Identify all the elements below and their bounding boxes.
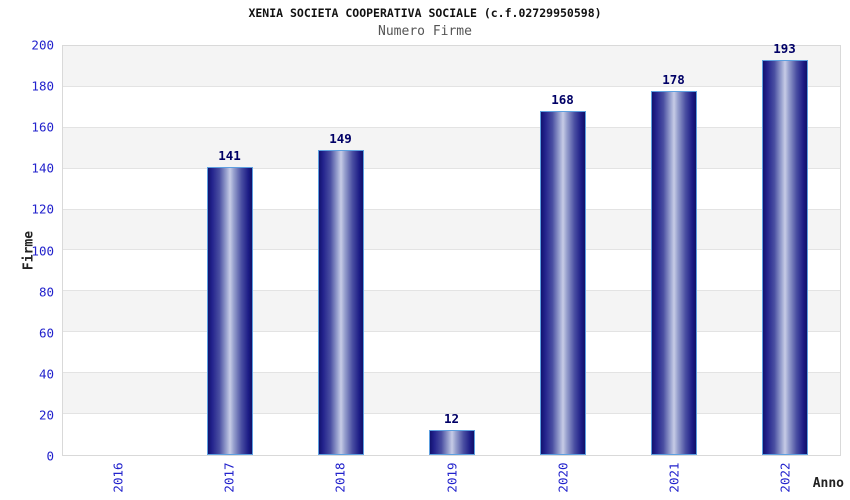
bar-value-label: 141 — [218, 147, 241, 163]
y-axis: 200 180 160 140 120 100 80 60 40 20 0 — [0, 38, 62, 464]
y-tick-label: 80 — [38, 284, 54, 300]
x-tick-label-2017: 2017 — [221, 462, 237, 493]
bar-value-label: 193 — [773, 41, 796, 57]
bar-value-label: 149 — [329, 131, 352, 147]
bar-value-label: 168 — [551, 92, 574, 108]
y-tick-label: 140 — [31, 160, 54, 176]
bar-2017[interactable] — [206, 166, 253, 455]
x-tick-label-2019: 2019 — [444, 462, 459, 493]
x-tick-label-2021: 2021 — [666, 462, 682, 493]
x-tick-label-2016: 2016 — [110, 462, 126, 493]
grid-band — [63, 127, 840, 169]
y-tick-label: 40 — [38, 366, 54, 382]
x-tick-label-2018: 2018 — [332, 462, 348, 493]
x-tick-label-2022: 2022 — [777, 462, 793, 493]
bar-2022[interactable] — [761, 60, 808, 455]
grid-band — [63, 168, 840, 210]
grid-band — [63, 373, 840, 415]
bar-2019[interactable] — [428, 430, 475, 455]
grid-band — [63, 86, 840, 128]
bar-2018[interactable] — [317, 150, 364, 455]
grid-band — [63, 209, 840, 251]
y-tick-label: 0 — [46, 448, 54, 464]
y-tick-label: 60 — [38, 325, 54, 341]
y-tick-label: 180 — [31, 78, 54, 94]
chart-subtitle: Numero Firme — [378, 24, 472, 39]
y-tick-label: 160 — [31, 119, 54, 135]
y-axis-title: Firme — [21, 230, 37, 271]
bar-value-label: 178 — [662, 72, 685, 87]
grid-band — [63, 250, 840, 292]
bar-2020[interactable] — [539, 111, 586, 455]
grid-band — [63, 332, 840, 374]
bar-2021[interactable] — [650, 91, 697, 455]
y-tick-label: 120 — [31, 201, 54, 217]
bar-value-label: 12 — [443, 411, 460, 427]
y-tick-label: 20 — [38, 407, 54, 423]
y-tick-label: 100 — [31, 243, 54, 258]
grid-band — [63, 46, 840, 87]
grid-band — [63, 291, 840, 333]
x-tick-label-2020: 2020 — [555, 462, 571, 493]
plot-area: 141 149 12 168 178 193 — [62, 41, 841, 456]
chart-title: XENIA SOCIETA COOPERATIVA SOCIALE (c.f.0… — [248, 6, 602, 20]
y-tick-label: 200 — [31, 37, 54, 53]
x-axis-title: Anno — [812, 476, 844, 491]
x-axis: 2016 2017 2018 2019 2020 2021 2022 — [62, 456, 841, 500]
